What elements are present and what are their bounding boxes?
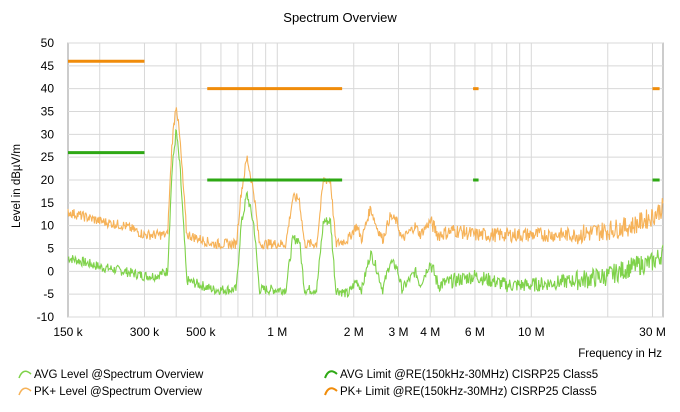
legend-label: PK+ Limit @RE(150kHz-30MHz) CISRP25 Clas… bbox=[340, 386, 597, 398]
y-tick-label: -10 bbox=[37, 310, 55, 324]
x-tick-label: 30 M bbox=[639, 325, 666, 339]
y-axis-label: Level in dBµV/m bbox=[11, 144, 23, 228]
y-tick-label: 0 bbox=[47, 264, 54, 278]
series-avg-level bbox=[67, 129, 664, 299]
x-tick-label: 6 M bbox=[465, 325, 485, 339]
y-tick-label: 5 bbox=[47, 242, 54, 256]
series-pk-level bbox=[67, 107, 664, 250]
y-tick-label: 15 bbox=[41, 196, 55, 210]
line-icon bbox=[18, 370, 32, 379]
y-tick-label: 30 bbox=[41, 127, 55, 141]
series-layer bbox=[67, 107, 664, 299]
y-tick-label: 40 bbox=[41, 82, 55, 96]
x-tick-label: 300 k bbox=[130, 325, 160, 339]
x-tick-label: 150 k bbox=[53, 325, 83, 339]
x-tick-label: 1 M bbox=[267, 325, 287, 339]
limit-layer bbox=[68, 59, 660, 182]
legend-item-pk-level: PK+ Level @Spectrum Overview bbox=[18, 386, 202, 398]
y-tick-label: -5 bbox=[43, 287, 54, 301]
legend-item-avg-level: AVG Level @Spectrum Overview bbox=[18, 369, 203, 381]
y-tick-label: 35 bbox=[41, 105, 55, 119]
axis-layer: -10 -5 0 5 10 15 20 25 30 35 40 45 50 150 k 300 k 500 k… bbox=[37, 36, 666, 339]
legend-label: AVG Level @Spectrum Overview bbox=[34, 369, 204, 381]
y-tick-label: 10 bbox=[41, 219, 55, 233]
y-tick-label: 45 bbox=[41, 59, 55, 73]
y-tick-label: 25 bbox=[41, 150, 55, 164]
legend-item-pk-limit: PK+ Limit @RE(150kHz-30MHz) CISRP25 Clas… bbox=[324, 386, 597, 398]
x-tick-label: 10 M bbox=[518, 325, 545, 339]
y-tick-label: 20 bbox=[41, 173, 55, 187]
line-icon bbox=[324, 370, 338, 379]
x-axis-label: Frequency in Hz bbox=[578, 348, 662, 360]
chart-title: Spectrum Overview bbox=[283, 10, 397, 25]
legend-item-avg-limit: AVG Limit @RE(150kHz-30MHz) CISRP25 Clas… bbox=[324, 369, 598, 381]
legend-label: PK+ Level @Spectrum Overview bbox=[34, 386, 202, 398]
x-tick-label: 500 k bbox=[186, 325, 216, 339]
x-tick-label: 2 M bbox=[344, 325, 364, 339]
line-icon bbox=[324, 387, 338, 396]
x-tick-label: 3 M bbox=[388, 325, 408, 339]
y-tick-label: 50 bbox=[41, 36, 55, 50]
legend-label: AVG Limit @RE(150kHz-30MHz) CISRP25 Clas… bbox=[340, 369, 599, 381]
line-icon bbox=[18, 387, 32, 396]
x-tick-label: 4 M bbox=[420, 325, 440, 339]
